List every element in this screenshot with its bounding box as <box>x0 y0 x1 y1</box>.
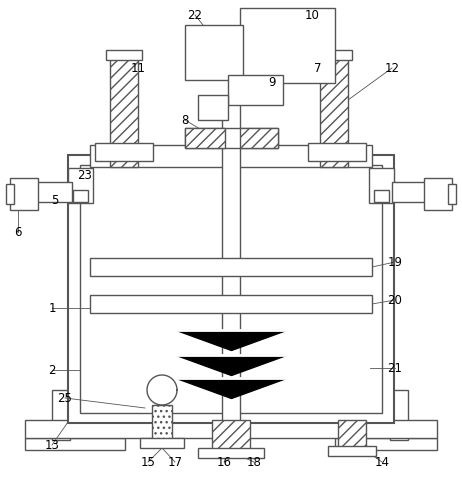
Text: 6: 6 <box>14 226 22 239</box>
Bar <box>374 190 389 202</box>
Text: 7: 7 <box>314 61 322 75</box>
Text: 5: 5 <box>51 194 59 207</box>
Bar <box>10 178 38 210</box>
Polygon shape <box>176 378 231 398</box>
Bar <box>335 438 437 450</box>
Bar <box>25 420 437 438</box>
Bar <box>106 50 142 60</box>
Bar <box>52 390 70 440</box>
Bar <box>6 184 14 204</box>
Bar <box>222 100 240 425</box>
Bar <box>308 143 366 161</box>
Bar <box>198 95 228 120</box>
Bar <box>152 405 172 440</box>
Bar <box>95 143 153 161</box>
Bar <box>228 75 283 105</box>
Bar <box>320 55 348 167</box>
Text: 12: 12 <box>384 61 400 75</box>
Bar <box>240 8 335 83</box>
Bar <box>390 390 408 440</box>
Bar <box>68 168 93 203</box>
Text: 11: 11 <box>130 61 146 75</box>
Text: 2: 2 <box>48 364 56 376</box>
Text: 8: 8 <box>181 114 188 126</box>
Polygon shape <box>231 330 286 350</box>
Bar <box>110 55 138 167</box>
Bar <box>25 438 125 450</box>
Text: 14: 14 <box>375 456 389 469</box>
Text: 1: 1 <box>48 301 56 315</box>
Bar <box>185 128 225 148</box>
Text: 25: 25 <box>58 391 73 404</box>
Bar <box>80 165 382 413</box>
Text: 17: 17 <box>168 456 182 469</box>
Text: 23: 23 <box>78 168 92 181</box>
Polygon shape <box>176 355 231 375</box>
Bar <box>30 182 72 202</box>
Text: 19: 19 <box>388 255 402 268</box>
Text: 20: 20 <box>388 293 402 306</box>
Bar <box>90 295 372 313</box>
Bar <box>424 178 452 210</box>
Bar <box>240 128 278 148</box>
Bar <box>198 448 264 458</box>
Bar <box>316 50 352 60</box>
Bar <box>212 420 250 450</box>
Polygon shape <box>231 355 286 375</box>
Bar <box>392 182 434 202</box>
Bar <box>448 184 456 204</box>
Bar <box>68 155 394 423</box>
Text: 10: 10 <box>304 8 319 21</box>
Bar <box>90 145 372 167</box>
Bar <box>185 25 243 80</box>
Bar <box>73 190 88 202</box>
Bar <box>338 420 366 448</box>
Text: 15: 15 <box>140 456 155 469</box>
Text: 13: 13 <box>44 439 60 452</box>
Text: 18: 18 <box>247 456 261 469</box>
Polygon shape <box>176 330 231 350</box>
Bar <box>328 446 376 456</box>
Text: 21: 21 <box>388 362 402 374</box>
Text: 9: 9 <box>268 76 276 89</box>
Bar <box>185 128 278 148</box>
Bar <box>369 168 394 203</box>
Bar <box>90 258 372 276</box>
Text: 16: 16 <box>217 456 231 469</box>
Text: 22: 22 <box>188 8 202 21</box>
Bar <box>140 438 184 448</box>
Polygon shape <box>231 378 286 398</box>
